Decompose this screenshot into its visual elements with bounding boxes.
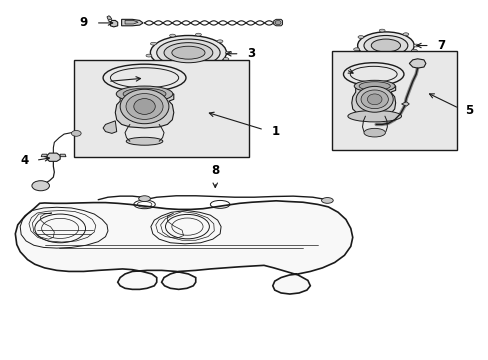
Polygon shape [47,153,60,161]
Polygon shape [125,21,138,24]
Ellipse shape [217,40,223,43]
Polygon shape [401,102,408,106]
Polygon shape [15,201,352,294]
Ellipse shape [321,198,332,203]
Text: 1: 1 [271,125,279,138]
Polygon shape [103,121,117,134]
Ellipse shape [357,32,413,59]
Ellipse shape [126,137,163,145]
Text: 8: 8 [211,164,219,177]
Polygon shape [408,59,425,68]
Polygon shape [110,21,118,27]
Polygon shape [60,154,66,157]
Ellipse shape [353,48,359,51]
Ellipse shape [402,33,408,36]
Ellipse shape [157,39,220,66]
Ellipse shape [353,80,394,92]
Text: 3: 3 [246,47,255,60]
Ellipse shape [163,42,212,63]
Polygon shape [273,19,282,26]
Ellipse shape [120,89,168,124]
Ellipse shape [363,129,385,137]
Ellipse shape [393,58,399,61]
Ellipse shape [355,86,392,112]
Ellipse shape [412,44,418,47]
Ellipse shape [171,46,204,59]
Ellipse shape [158,65,163,68]
Ellipse shape [223,58,228,60]
FancyBboxPatch shape [331,51,456,149]
Ellipse shape [368,58,374,60]
Ellipse shape [169,34,175,37]
Polygon shape [107,16,112,19]
Ellipse shape [123,88,165,100]
Polygon shape [41,154,47,157]
Text: 9: 9 [79,17,87,30]
Ellipse shape [71,131,81,136]
Ellipse shape [370,39,400,52]
Ellipse shape [126,94,163,120]
Text: 7: 7 [436,39,444,52]
Ellipse shape [358,82,389,90]
Ellipse shape [379,29,384,32]
Text: 4: 4 [20,154,29,167]
Ellipse shape [134,99,155,114]
Text: 6: 6 [332,60,340,73]
Polygon shape [351,86,395,117]
Ellipse shape [206,67,212,70]
Ellipse shape [410,49,416,52]
Ellipse shape [357,36,363,39]
Ellipse shape [32,181,49,191]
Ellipse shape [275,21,281,25]
Polygon shape [122,19,143,26]
Ellipse shape [150,42,156,45]
Ellipse shape [139,196,150,202]
Ellipse shape [116,86,172,102]
Ellipse shape [181,70,187,73]
Ellipse shape [366,94,381,105]
Ellipse shape [363,36,407,55]
Text: 5: 5 [464,104,472,117]
FancyBboxPatch shape [74,60,249,157]
Ellipse shape [360,90,387,109]
Ellipse shape [225,51,231,54]
Ellipse shape [150,36,226,70]
Ellipse shape [195,33,201,36]
Text: 2: 2 [92,76,101,89]
Ellipse shape [347,111,401,122]
Ellipse shape [146,54,152,57]
Polygon shape [115,94,173,128]
